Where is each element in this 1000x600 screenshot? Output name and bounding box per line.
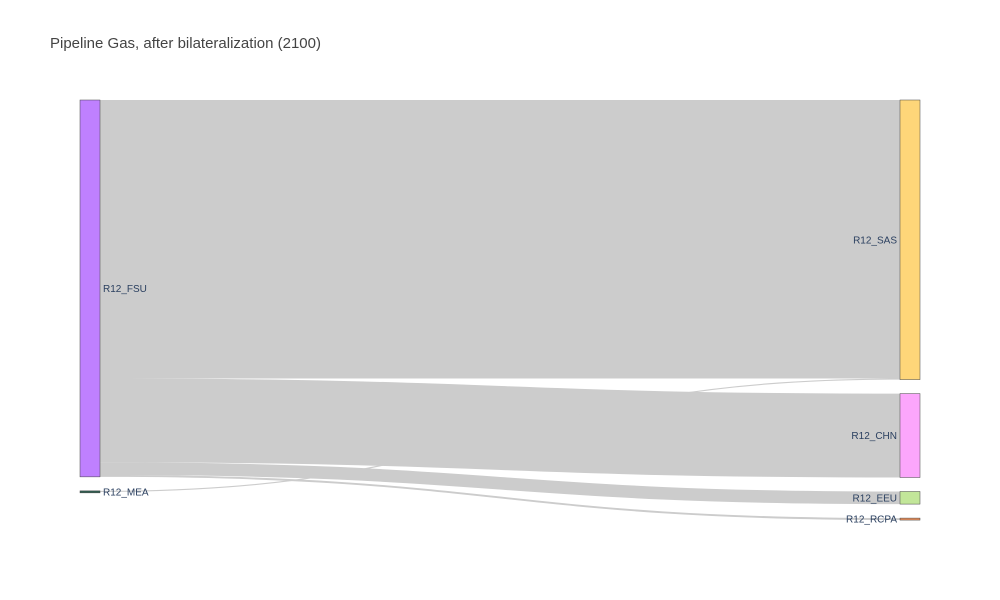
- nodes-layer: [79, 99, 921, 521]
- node-label-r12-chn: R12_CHN: [851, 431, 897, 442]
- link-r12-fsu-to-r12-eeu[interactable]: [99, 462, 901, 505]
- node-label-r12-mea: R12_MEA: [103, 487, 149, 498]
- node-r12-eeu[interactable]: [899, 491, 921, 505]
- labels-layer: R12_FSU R12_MEA R12_SAS R12_CHN R12_EEU R12_R…: [103, 235, 897, 525]
- node-r12-fsu[interactable]: [79, 99, 101, 478]
- link-r12-fsu-to-r12-chn[interactable]: [99, 378, 901, 478]
- node-r12-rcpa[interactable]: [899, 517, 921, 521]
- link-r12-mea-to-r12-sas[interactable]: [99, 378, 901, 493]
- node-label-r12-fsu: R12_FSU: [103, 284, 147, 295]
- node-label-r12-eeu: R12_EEU: [853, 493, 897, 504]
- node-r12-sas[interactable]: [899, 99, 921, 380]
- chart-title: Pipeline Gas, after bilateralization (21…: [50, 35, 321, 52]
- node-r12-chn[interactable]: [899, 393, 921, 478]
- node-label-r12-rcpa: R12_RCPA: [846, 515, 897, 526]
- link-r12-fsu-to-r12-rcpa[interactable]: [99, 474, 901, 520]
- links-layer: [99, 99, 901, 520]
- node-label-r12-sas: R12_SAS: [853, 235, 897, 246]
- node-r12-mea[interactable]: [79, 490, 101, 494]
